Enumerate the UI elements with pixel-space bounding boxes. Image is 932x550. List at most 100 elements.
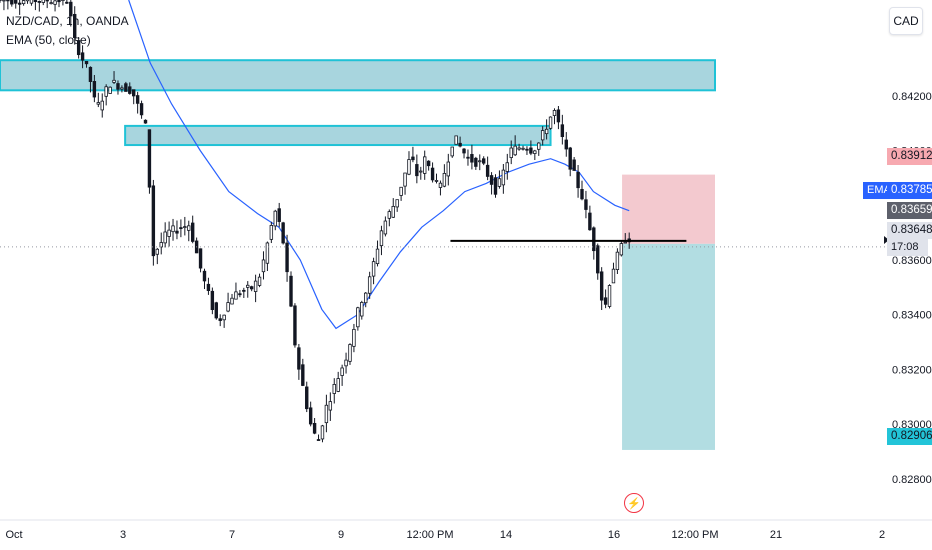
candle (340, 364, 344, 386)
candle (49, 0, 53, 5)
take-profit-zone (622, 243, 715, 450)
candle (371, 257, 376, 285)
y-tick-label: 0.83200 (892, 364, 932, 376)
stop-loss-zone (622, 174, 715, 244)
candle (163, 222, 167, 248)
candle (411, 146, 415, 163)
candle (308, 401, 313, 427)
candle (438, 180, 443, 196)
candle (273, 209, 277, 231)
candle (194, 237, 199, 254)
candle (407, 151, 411, 176)
candle (21, 0, 26, 6)
candle (33, 0, 38, 11)
candle (139, 100, 144, 119)
candle (143, 119, 148, 124)
candle (584, 190, 588, 219)
candle (391, 198, 395, 219)
candle (261, 251, 266, 280)
candle (442, 164, 447, 188)
candle (458, 136, 462, 148)
candle (470, 144, 474, 170)
candle (84, 60, 89, 68)
ema-line (128, 0, 630, 330)
candle (41, 0, 45, 6)
candle (96, 92, 101, 108)
candle (505, 153, 509, 180)
ema-price-tag: 0.83785 (887, 182, 932, 199)
y-tick-label: 0.82800 (892, 474, 932, 486)
y-tick-label: 0.83400 (892, 310, 932, 322)
candle (257, 273, 262, 288)
candle (588, 205, 592, 231)
candle (537, 142, 541, 156)
candle (175, 220, 179, 240)
candle (525, 146, 529, 155)
candle (312, 418, 317, 435)
candle (238, 289, 242, 298)
candle (234, 282, 238, 300)
currency-button[interactable]: CAD (889, 7, 923, 35)
candle (576, 165, 580, 198)
candle (596, 243, 600, 280)
candle (116, 80, 120, 95)
candle (0, 0, 2, 3)
x-tick-label: 7 (229, 529, 235, 541)
symbol-label[interactable]: NZD/CAD, 1h, OANDA (6, 14, 129, 28)
candle (159, 232, 163, 255)
candle (478, 154, 482, 171)
x-tick-label: 12:00 PM (671, 529, 718, 541)
candle (430, 162, 435, 183)
candle (423, 150, 427, 180)
candle (202, 268, 207, 290)
candle (403, 172, 407, 195)
candle (57, 0, 61, 8)
candle (462, 148, 466, 159)
candle (249, 285, 254, 292)
candle (328, 392, 333, 421)
candle (297, 343, 301, 380)
candle (564, 132, 568, 157)
candle (544, 119, 549, 140)
x-tick-label: 21 (770, 529, 782, 541)
candle (206, 277, 211, 295)
candle (69, 0, 73, 27)
candle (513, 135, 517, 157)
candle (352, 323, 356, 353)
candle (132, 89, 136, 105)
candle (147, 129, 152, 194)
candle (88, 66, 93, 93)
candle (80, 45, 85, 69)
candle (599, 267, 604, 310)
candle (572, 157, 576, 172)
candle (356, 306, 360, 331)
supply-zone-1 (0, 59, 716, 92)
candle (246, 281, 250, 298)
candle (183, 216, 187, 236)
candle (387, 209, 392, 227)
candle (17, 0, 22, 15)
candle (533, 149, 537, 160)
candle (198, 248, 203, 273)
candle (489, 172, 494, 195)
y-tick-label: 0.83600 (892, 255, 932, 267)
candle (316, 434, 321, 441)
x-tick-label: 2 (879, 529, 885, 541)
candle (269, 221, 274, 244)
candle (135, 91, 140, 114)
candle (509, 140, 513, 165)
candle (332, 378, 336, 404)
candle (466, 149, 470, 166)
candle (395, 199, 399, 212)
lightning-icon[interactable]: ⚡ (624, 493, 644, 513)
x-tick-label: 14 (500, 529, 512, 541)
target-price-tag: 0.82906 (887, 428, 932, 445)
candle (454, 135, 458, 145)
candle (112, 71, 116, 85)
candle (285, 234, 289, 282)
candle (367, 271, 372, 299)
candle (226, 292, 230, 313)
indicator-label[interactable]: EMA (50, close) (6, 33, 91, 47)
candle (151, 179, 156, 266)
